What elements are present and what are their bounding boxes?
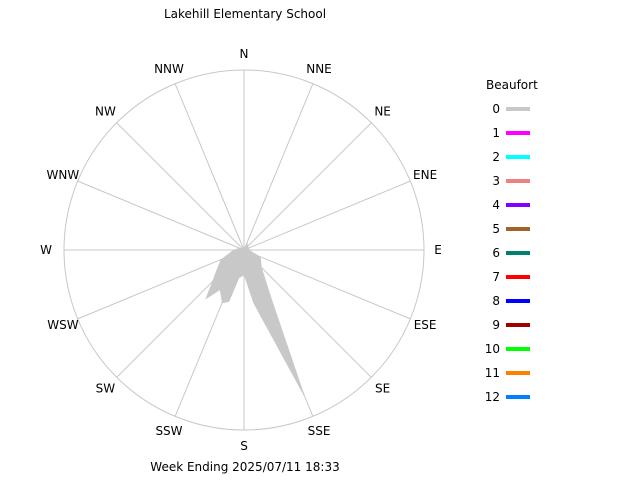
legend-swatch-5 <box>506 227 530 231</box>
direction-label-sw: SW <box>96 382 116 396</box>
legend-swatch-11 <box>506 371 530 375</box>
legend-swatch-7 <box>506 275 530 279</box>
grid-spoke-ne <box>243 122 372 251</box>
grid-spoke-se <box>243 249 372 378</box>
legend-label-8: 8 <box>492 294 500 308</box>
direction-label-s: S <box>240 439 248 453</box>
direction-label-e: E <box>434 243 442 257</box>
legend-label-0: 0 <box>492 102 500 116</box>
legend-swatch-3 <box>506 179 530 183</box>
legend-swatch-8 <box>506 299 530 303</box>
legend-label-11: 11 <box>485 366 500 380</box>
legend-label-3: 3 <box>492 174 500 188</box>
rose-area-beaufort-0 <box>205 241 306 400</box>
legend-swatch-1 <box>506 131 530 135</box>
direction-label-se: SE <box>375 382 390 396</box>
legend-label-9: 9 <box>492 318 500 332</box>
legend-swatch-2 <box>506 155 530 159</box>
direction-label-wnw: WNW <box>47 168 80 182</box>
direction-label-wsw: WSW <box>47 318 78 332</box>
legend-label-6: 6 <box>492 246 500 260</box>
grid-spoke-nnw <box>174 83 245 251</box>
legend-swatch-0 <box>506 107 530 111</box>
chart-footer: Week Ending 2025/07/11 18:33 <box>150 460 340 474</box>
legend-label-2: 2 <box>492 150 500 164</box>
legend-label-5: 5 <box>492 222 500 236</box>
direction-label-n: N <box>240 47 249 61</box>
legend-label-1: 1 <box>492 126 500 140</box>
grid-spoke-ene <box>243 180 411 251</box>
legend-swatch-10 <box>506 347 530 351</box>
grid-spoke-wsw <box>77 249 245 320</box>
direction-labels: N NNE NE ENE E ESE SE SSE S SSW SW WSW W WNW NW NNW <box>40 47 442 453</box>
grid-spoke-wnw <box>77 180 245 251</box>
legend-swatch-6 <box>506 251 530 255</box>
direction-label-nw: NW <box>95 104 116 118</box>
rose-sectors <box>205 241 306 400</box>
direction-label-sse: SSE <box>308 424 331 438</box>
legend-swatch-12 <box>506 395 530 399</box>
legend-swatch-4 <box>506 203 530 207</box>
direction-label-w: W <box>40 243 52 257</box>
direction-label-nnw: NNW <box>154 62 184 76</box>
legend-title: Beaufort <box>486 78 538 92</box>
legend-swatch-9 <box>506 323 530 327</box>
legend-label-12: 12 <box>485 390 500 404</box>
direction-label-ne: NE <box>374 104 391 118</box>
legend-label-4: 4 <box>492 198 500 212</box>
direction-label-ese: ESE <box>414 318 437 332</box>
direction-label-ssw: SSW <box>155 424 182 438</box>
direction-label-nne: NNE <box>306 62 332 76</box>
grid-spoke-ese <box>243 249 411 320</box>
grid-spoke-nw <box>116 122 245 251</box>
chart-title: Lakehill Elementary School <box>163 7 327 21</box>
legend-label-7: 7 <box>492 270 500 284</box>
direction-label-ene: ENE <box>413 168 437 182</box>
legend-label-10: 10 <box>485 342 500 356</box>
grid-spoke-nne <box>243 83 314 251</box>
